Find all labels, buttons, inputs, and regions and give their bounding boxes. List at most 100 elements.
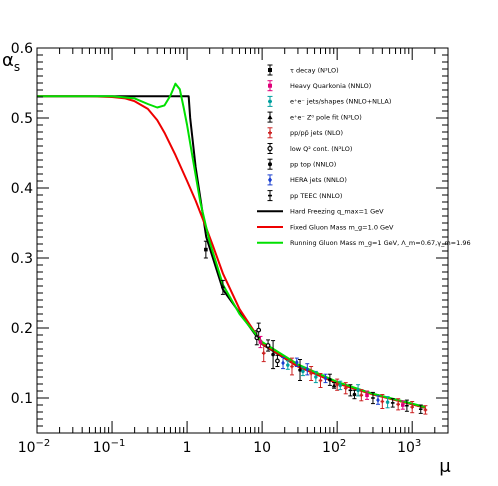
x-tick-label-exponent: 3 — [415, 438, 421, 449]
marker-diamond-31 — [376, 397, 380, 403]
legend-marker-2 — [268, 99, 272, 104]
legend: τ decay (N³LO) Heavy Quarkonia (NNLO) e⁺e⁻… — [257, 64, 471, 247]
marker-star-17 — [314, 375, 318, 379]
marker-cross-40 — [423, 408, 428, 412]
data-point-36 — [400, 400, 405, 410]
legend-label-6: pp top (NNLO) — [290, 161, 336, 169]
legend-entry-1: Heavy Quarkonia (NNLO) — [267, 80, 371, 92]
marker-circle-open-8 — [275, 358, 280, 364]
data-point-38 — [410, 401, 415, 414]
y-tick-label-1: 0.2 — [11, 321, 33, 337]
x-tick-label-base: 10 — [322, 440, 340, 456]
legend-marker-6 — [268, 162, 272, 167]
marker-cross-22 — [335, 382, 339, 387]
data-point-5 — [261, 344, 266, 363]
legend-entry-3: e⁺e⁻ Z⁰ pole fit (N³LO) — [267, 111, 362, 123]
marker-star-27 — [356, 388, 360, 393]
marker-circle-26 — [352, 392, 357, 397]
y-axis: 0.1 0.2 0.3 0.4 0.5 0.6 — [11, 41, 448, 434]
data-point-22 — [335, 378, 340, 391]
legend-label-10: Fixed Gluon Mass m_g=1.0 GeV — [290, 223, 394, 231]
data-point-39 — [418, 404, 423, 414]
marker-cross-16 — [309, 371, 313, 376]
marker-circle-7 — [271, 352, 275, 357]
x-tick-label-exponent: 2 — [340, 438, 346, 449]
marker-square-0 — [204, 247, 208, 252]
data-point-17 — [313, 370, 318, 384]
legend-marker-0 — [268, 68, 272, 72]
legend-label-5: low Q² cont. (N³LO) — [290, 145, 352, 153]
marker-circle-20 — [328, 378, 332, 382]
x-tick-label-0: 10−2 — [18, 438, 51, 456]
marker-triangle-21 — [331, 383, 337, 388]
x-tick-label-1: 10−1 — [93, 438, 126, 456]
legend-entry-4: pp/pp̄ jets (NLO) — [267, 127, 343, 139]
y-tick-label-2: 0.3 — [11, 251, 33, 267]
legend-label-4: pp/pp̄ jets (NLO) — [290, 129, 343, 137]
marker-cross-35 — [396, 402, 400, 407]
legend-marker-1 — [268, 83, 272, 88]
legend-label-11: Running Gluon Mass m_g=1 GeV, Λ_m=0.67,γ… — [290, 239, 471, 247]
x-tick-label-4: 102 — [322, 438, 346, 456]
data-point-27 — [356, 384, 361, 397]
data-point-28 — [359, 389, 364, 402]
y-axis-title: αs — [2, 50, 20, 74]
marker-cross-5 — [261, 351, 266, 355]
data-point-30 — [370, 391, 375, 405]
legend-label-2: e⁺e⁻ jets/shapes (NNLO+NLLA) — [290, 98, 391, 106]
marker-diamond-15 — [305, 366, 310, 373]
x-tick-label-exponent: −2 — [36, 438, 51, 449]
legend-label-0: τ decay (N³LO) — [290, 66, 339, 74]
y-axis-title-main: α — [2, 50, 14, 71]
legend-entry-9: Hard Freezing q_max=1 GeV — [257, 208, 384, 216]
legend-marker-5 — [267, 145, 273, 152]
data-point-24 — [343, 382, 348, 395]
data-point-40 — [423, 405, 428, 415]
legend-entry-2: e⁺e⁻ jets/shapes (NNLO+NLLA) — [267, 95, 391, 107]
data-point-18 — [318, 373, 323, 388]
legend-label-3: e⁺e⁻ Z⁰ pole fit (N³LO) — [290, 113, 362, 121]
data-point-13 — [298, 359, 303, 381]
plot-border — [36, 47, 449, 434]
data-point-10 — [285, 360, 290, 370]
data-point-15 — [305, 363, 310, 376]
y-tick-label-4: 0.5 — [11, 111, 33, 127]
legend-label-8: pp TEEC (NNLO) — [290, 192, 342, 200]
marker-star-10 — [286, 363, 290, 367]
marker-diamond-12 — [295, 359, 299, 366]
data-points-layer — [203, 240, 428, 415]
marker-square-4 — [258, 340, 263, 344]
marker-diamond-19 — [323, 375, 328, 382]
x-tick-label-5: 103 — [397, 438, 421, 456]
data-point-0 — [203, 240, 208, 259]
legend-entry-5: low Q² cont. (N³LO) — [267, 143, 352, 154]
legend-entry-10: Fixed Gluon Mass m_g=1.0 GeV — [257, 223, 394, 231]
legend-entry-0: τ decay (N³LO) — [267, 64, 339, 76]
data-point-16 — [309, 366, 314, 381]
data-point-25 — [348, 384, 353, 397]
data-point-7 — [271, 340, 276, 370]
data-point-37 — [404, 399, 409, 412]
data-point-8 — [275, 354, 280, 367]
marker-cross-1 — [221, 285, 225, 290]
data-point-14 — [300, 366, 305, 377]
data-point-1 — [220, 279, 225, 295]
x-axis: 10−2 10−1 1 10 102 103 — [18, 48, 449, 456]
data-point-33 — [385, 396, 390, 409]
data-point-26 — [352, 389, 357, 400]
data-point-35 — [396, 398, 401, 411]
y-axis-title-subscript: s — [14, 60, 20, 74]
legend-entry-8: pp TEEC (NNLO) — [267, 190, 342, 202]
data-point-11 — [289, 357, 294, 376]
series-curve-1 — [37, 95, 426, 409]
x-tick-label-base: 10 — [253, 440, 271, 456]
marker-star-23 — [338, 383, 343, 388]
marker-star-33 — [385, 400, 390, 404]
data-point-6 — [265, 339, 271, 352]
legend-marker-4 — [268, 130, 272, 135]
marker-cross-38 — [410, 405, 414, 409]
marker-cross-11 — [290, 364, 294, 369]
data-point-34 — [390, 398, 395, 408]
marker-cross-24 — [343, 386, 348, 390]
